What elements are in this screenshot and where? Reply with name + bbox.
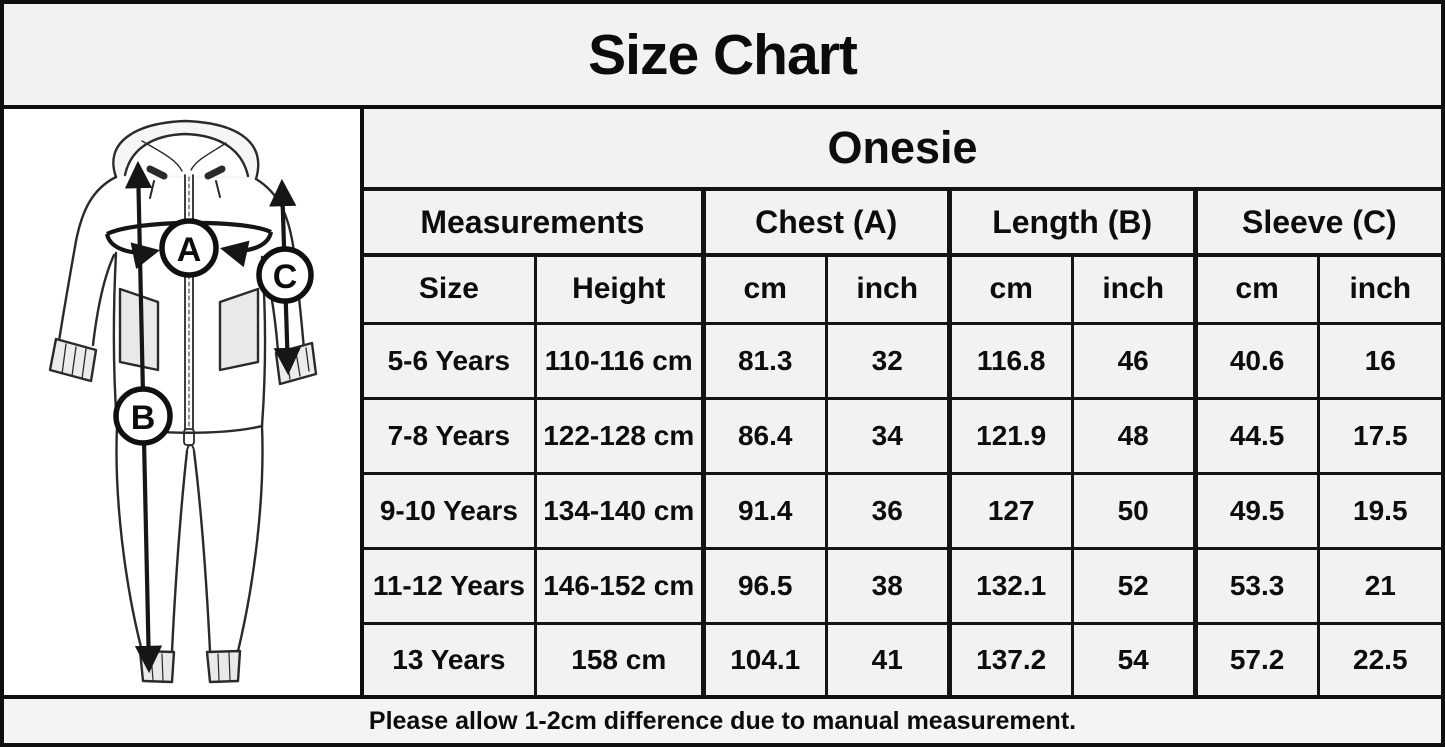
cell-size: 9-10 Years	[364, 471, 537, 550]
col-header-sleeve-cm: cm	[1193, 253, 1320, 325]
cell-sleeve-cm: 53.3	[1193, 546, 1320, 625]
footer-note-bar: Please allow 1-2cm difference due to man…	[4, 695, 1441, 743]
cell-height: 146-152 cm	[533, 546, 706, 625]
size-table-body: 5-6 Years 110-116 cm 81.3 32 116.8 46 40.6 16 7-…	[364, 321, 1441, 695]
cell-length-inch: 52	[1070, 546, 1198, 625]
cell-height: 158 cm	[533, 621, 706, 695]
cell-length-cm: 116.8	[947, 321, 1074, 400]
size-table: Onesie Measurements Chest (A) Length (B)…	[364, 109, 1441, 695]
cell-height: 110-116 cm	[533, 321, 706, 400]
col-group-sleeve: Sleeve (C)	[1193, 187, 1441, 257]
col-header-size: Size	[364, 253, 537, 325]
cell-chest-inch: 36	[824, 471, 952, 550]
sleeve-marker-c: C	[273, 258, 298, 296]
measurement-markers: A B C	[113, 218, 314, 446]
cell-length-cm: 132.1	[947, 546, 1074, 625]
cell-length-inch: 46	[1070, 321, 1198, 400]
table-row: 13 Years 158 cm 104.1 41 137.2 54 57.2 22.5	[364, 621, 1441, 695]
col-group-measurements: Measurements	[364, 187, 706, 257]
cell-sleeve-cm: 49.5	[1193, 471, 1320, 550]
main-content: A B C Onesie	[4, 109, 1441, 695]
cell-sleeve-inch: 21	[1316, 546, 1441, 625]
onesie-measurement-diagram: A B C	[48, 119, 318, 684]
cell-sleeve-inch: 22.5	[1316, 621, 1441, 695]
cell-length-inch: 54	[1070, 621, 1198, 695]
col-header-length-cm: cm	[947, 253, 1074, 325]
cell-size: 7-8 Years	[364, 396, 537, 475]
cell-chest-inch: 34	[824, 396, 952, 475]
sub-header-row: Size Height cm inch cm inch cm inch	[364, 253, 1441, 325]
cell-height: 134-140 cm	[533, 471, 706, 550]
cell-size: 11-12 Years	[364, 546, 537, 625]
col-group-chest: Chest (A)	[701, 187, 952, 257]
figure-panel: A B C	[4, 109, 364, 695]
group-header-row: Measurements Chest (A) Length (B) Sleeve…	[364, 187, 1441, 257]
footer-note: Please allow 1-2cm difference due to man…	[368, 706, 1077, 735]
chest-arrow-a-left	[104, 233, 161, 270]
table-panel: Onesie Measurements Chest (A) Length (B)…	[364, 109, 1441, 695]
product-title: Onesie	[364, 109, 1441, 191]
cell-sleeve-inch: 17.5	[1316, 396, 1441, 475]
cell-sleeve-inch: 16	[1316, 321, 1441, 400]
chest-arrow-a-right	[219, 231, 274, 268]
table-row: 11-12 Years 146-152 cm 96.5 38 132.1 52 53.3 21	[364, 546, 1441, 625]
cell-chest-inch: 41	[824, 621, 952, 695]
page-title: Size Chart	[588, 22, 858, 87]
cell-size: 5-6 Years	[364, 321, 537, 400]
cell-chest-cm: 104.1	[701, 621, 828, 695]
col-header-sleeve-inch: inch	[1316, 253, 1441, 325]
col-group-length: Length (B)	[947, 187, 1198, 257]
table-row: 5-6 Years 110-116 cm 81.3 32 116.8 46 40.6 16	[364, 321, 1441, 400]
table-row: 7-8 Years 122-128 cm 86.4 34 121.9 48 44.5 17.5	[364, 396, 1441, 475]
chest-marker-a: A	[177, 231, 202, 269]
cell-length-cm: 121.9	[947, 396, 1074, 475]
table-row: 9-10 Years 134-140 cm 91.4 36 127 50 49.5 19.5	[364, 471, 1441, 550]
cell-length-cm: 127	[947, 471, 1074, 550]
product-header-row: Onesie	[364, 109, 1441, 191]
col-header-height: Height	[533, 253, 706, 325]
col-header-chest-cm: cm	[701, 253, 828, 325]
cell-chest-inch: 38	[824, 546, 952, 625]
cell-sleeve-inch: 19.5	[1316, 471, 1441, 550]
col-header-length-inch: inch	[1070, 253, 1198, 325]
cell-chest-cm: 86.4	[701, 396, 828, 475]
cell-size: 13 Years	[364, 621, 537, 695]
title-bar: Size Chart	[4, 4, 1441, 109]
cell-length-inch: 50	[1070, 471, 1198, 550]
col-header-chest-inch: inch	[824, 253, 952, 325]
onesie-sketch	[48, 119, 318, 684]
cell-chest-cm: 91.4	[701, 471, 828, 550]
cell-chest-cm: 96.5	[701, 546, 828, 625]
length-marker-b: B	[131, 399, 156, 437]
cell-sleeve-cm: 44.5	[1193, 396, 1320, 475]
cell-chest-cm: 81.3	[701, 321, 828, 400]
cell-sleeve-cm: 57.2	[1193, 621, 1320, 695]
cell-height: 122-128 cm	[533, 396, 706, 475]
cell-length-cm: 137.2	[947, 621, 1074, 695]
cell-length-inch: 48	[1070, 396, 1198, 475]
cell-chest-inch: 32	[824, 321, 952, 400]
cell-sleeve-cm: 40.6	[1193, 321, 1320, 400]
